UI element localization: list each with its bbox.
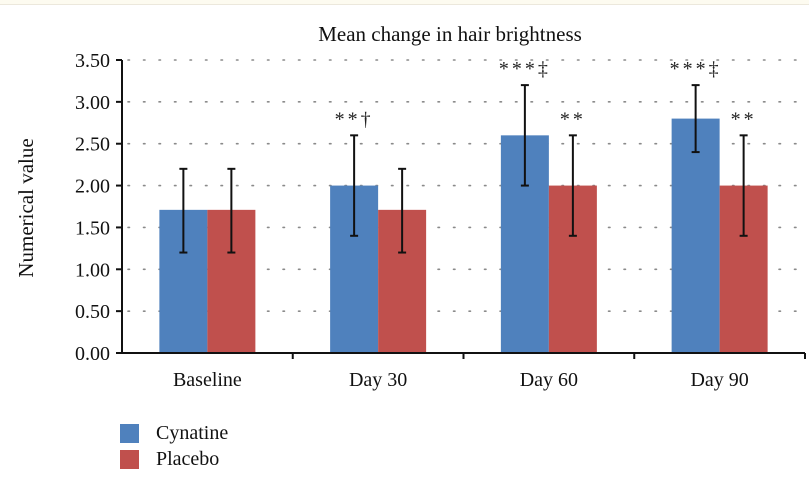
- y-tick-label: 2.00: [75, 176, 110, 198]
- bar-cynatine: [671, 118, 720, 353]
- significance-marker: ***‡: [670, 58, 722, 80]
- bars: [159, 118, 768, 353]
- significance-marker: **: [731, 108, 757, 130]
- top-border-strip: [0, 0, 809, 5]
- x-tick-label: Day 60: [520, 369, 578, 391]
- y-tick-label: 1.50: [75, 217, 110, 239]
- significance-marker: **: [560, 108, 586, 130]
- y-tick-label: 3.50: [75, 50, 110, 72]
- significance-annotations: **† ***‡ ** ***‡ **: [335, 58, 757, 130]
- legend-label-placebo: Placebo: [156, 447, 220, 470]
- chart-title: Mean change in hair brightness: [318, 22, 582, 46]
- legend-item-placebo: Placebo: [120, 446, 228, 472]
- x-tick-labels: Baseline Day 30 Day 60 Day 90: [173, 369, 749, 391]
- y-tick-label: 2.50: [75, 134, 110, 156]
- legend-swatch-placebo: [120, 449, 139, 469]
- y-tick-label: 3.00: [75, 92, 110, 114]
- legend-label-cynatine: Cynatine: [156, 421, 229, 444]
- legend-swatch-cynatine: [120, 423, 139, 443]
- significance-marker: **†: [335, 108, 374, 130]
- legend-item-cynatine: Cynatine: [120, 420, 228, 446]
- error-bars: [179, 84, 748, 254]
- y-tick-label: 0.00: [75, 343, 110, 365]
- legend: Cynatine Placebo: [120, 420, 228, 472]
- y-tick-labels: 0.00 0.50 1.00 1.50 2.00 2.50 3.00 3.50: [75, 50, 110, 365]
- y-tick-label: 0.50: [75, 301, 110, 323]
- axes: [116, 59, 806, 359]
- significance-marker: ***‡: [499, 58, 551, 80]
- x-tick-label: Day 90: [690, 369, 748, 391]
- x-tick-label: Baseline: [173, 369, 242, 391]
- y-axis-label: Numerical value: [14, 138, 38, 277]
- x-tick-label: Day 30: [349, 369, 407, 391]
- bar-chart: Mean change in hair brightness Numerical…: [14, 22, 806, 391]
- y-tick-label: 1.00: [75, 259, 110, 281]
